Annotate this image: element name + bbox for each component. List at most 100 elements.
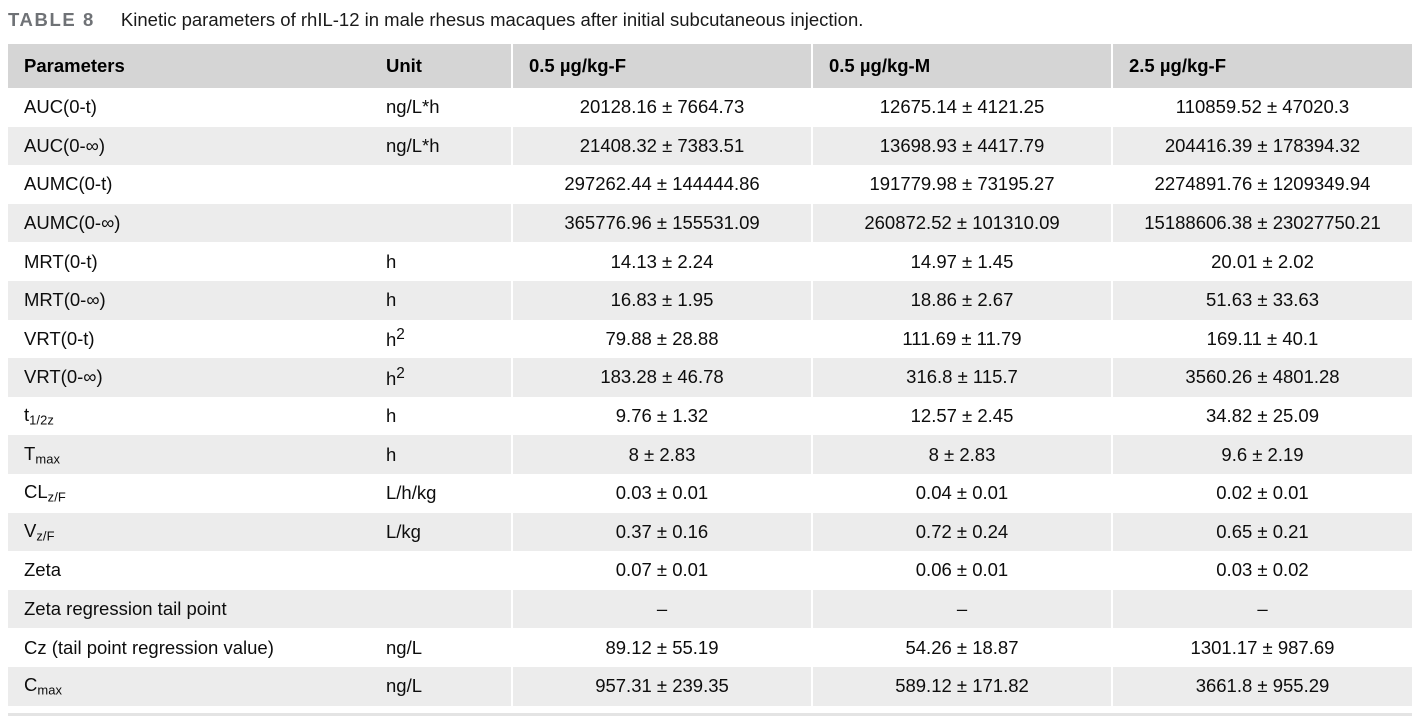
row-value-dose-05-m: 111.69 ± 11.79 — [812, 319, 1113, 359]
row-unit: h — [370, 396, 513, 436]
row-parameter-name: AUC(0-∞) — [8, 126, 370, 166]
table-row: AUMC(0-t) 297262.44 ± 144444.86 191779.98 … — [8, 165, 1412, 204]
row-parameter-name-text: Cz (tail point regression value) — [24, 636, 274, 658]
row-value-dose-05-m-text: 316.8 ± 115.7 — [906, 366, 1018, 388]
row-value-dose-05-m-text: 589.12 ± 171.82 — [895, 675, 1029, 697]
row-value-dose-05-f: 0.03 ± 0.01 — [512, 473, 813, 513]
row-value-dose-25-f: 34.82 ± 25.09 — [1112, 396, 1412, 436]
row-value-dose-25-f: 1301.17 ± 987.69 — [1112, 628, 1412, 667]
row-value-dose-05-f-text: 9.76 ± 1.32 — [615, 405, 709, 427]
row-value-dose-05-m-text: 13698.93 ± 4417.79 — [879, 134, 1045, 156]
table-caption-text: Kinetic parameters of rhIL-12 in male rh… — [120, 9, 864, 30]
column-header-dose-25-f[interactable]: 2.5 µg/kg-F — [1112, 44, 1412, 88]
row-value-dose-05-f: 957.31 ± 239.35 — [512, 666, 813, 706]
row-parameter-name-text: VRT(0-∞) — [24, 366, 103, 388]
row-parameter-name: VRT(0-t) — [8, 319, 370, 359]
row-unit-text: h — [386, 289, 397, 311]
row-value-dose-05-f-text: 79.88 ± 28.88 — [605, 327, 719, 349]
row-value-dose-25-f-text: 20.01 ± 2.02 — [1211, 250, 1314, 272]
table-row: AUC(0-∞) ng/L*h 21408.32 ± 7383.51 13698.93… — [8, 126, 1412, 166]
table-body: AUC(0-t) ng/L*h 20128.16 ± 7664.73 12675.14… — [8, 88, 1412, 706]
column-header-parameters-label: Parameters — [24, 55, 125, 76]
row-value-dose-05-f: – — [512, 589, 813, 629]
row-parameter-name: AUMC(0-t) — [8, 165, 370, 204]
row-value-dose-25-f: 204416.39 ± 178394.32 — [1112, 126, 1412, 166]
row-value-dose-05-f-text: 16.83 ± 1.95 — [610, 289, 714, 311]
row-parameter-name: MRT(0-∞) — [8, 280, 370, 320]
row-value-dose-25-f: – — [1112, 589, 1412, 629]
row-value-dose-05-m: 18.86 ± 2.67 — [812, 280, 1113, 320]
row-parameter-name: Cz (tail point regression value) — [8, 628, 370, 667]
row-unit: L/kg — [370, 512, 513, 552]
row-parameter-name-text: AUMC(0-∞) — [24, 212, 121, 234]
row-value-dose-05-m-text: 18.86 ± 2.67 — [910, 289, 1014, 311]
row-parameter-name: Zeta — [8, 551, 370, 590]
row-unit: h — [370, 242, 513, 281]
row-value-dose-25-f: 3560.26 ± 4801.28 — [1112, 358, 1412, 397]
row-parameter-name-text: Vz/F — [24, 520, 55, 544]
row-parameter-name-text: Tmax — [24, 442, 61, 467]
column-header-parameters[interactable]: Parameters — [8, 44, 370, 88]
row-value-dose-25-f: 51.63 ± 33.63 — [1112, 280, 1412, 320]
row-unit: h — [370, 435, 513, 474]
row-parameter-name-text: AUMC(0-t) — [24, 173, 113, 195]
row-value-dose-05-f: 21408.32 ± 7383.51 — [512, 126, 813, 166]
row-value-dose-05-f-text: 8 ± 2.83 — [628, 443, 696, 465]
row-unit-text: h2 — [386, 326, 405, 351]
row-value-dose-05-f-text: 21408.32 ± 7383.51 — [579, 134, 745, 156]
row-unit: ng/L — [370, 628, 513, 667]
row-parameter-name-text: Zeta — [24, 559, 62, 581]
row-parameter-name: AUC(0-t) — [8, 88, 370, 127]
table-header: Parameters Unit 0.5 µg/kg-F 0.5 µg/kg-M … — [8, 44, 1412, 88]
row-value-dose-05-f: 16.83 ± 1.95 — [512, 280, 813, 320]
row-parameter-name-text: AUC(0-t) — [24, 96, 97, 118]
row-value-dose-25-f-text: 34.82 ± 25.09 — [1205, 405, 1320, 427]
row-unit-text: ng/L — [386, 636, 423, 658]
row-parameter-name-text: MRT(0-∞) — [24, 289, 106, 311]
row-value-dose-05-m: 14.97 ± 1.45 — [812, 242, 1113, 281]
row-unit: L/h/kg — [370, 473, 513, 513]
row-value-dose-25-f: 0.03 ± 0.02 — [1112, 551, 1412, 590]
table-row: AUMC(0-∞) 365776.96 ± 155531.09 260872.52 … — [8, 203, 1412, 243]
row-value-dose-05-m: 12.57 ± 2.45 — [812, 396, 1113, 436]
row-value-dose-05-f-text: 183.28 ± 46.78 — [600, 366, 724, 388]
row-value-dose-05-f: 0.37 ± 0.16 — [512, 512, 813, 552]
table-caption-label: TABLE 8 — [8, 9, 95, 30]
row-value-dose-05-m-text: 12675.14 ± 4121.25 — [879, 96, 1045, 118]
row-unit: ng/L — [370, 666, 513, 706]
column-header-unit[interactable]: Unit — [370, 44, 513, 88]
row-unit: h2 — [370, 358, 513, 397]
row-value-dose-25-f: 110859.52 ± 47020.3 — [1112, 88, 1412, 127]
row-parameter-name: CLz/F — [8, 473, 370, 513]
table-row: CLz/F L/h/kg 0.03 ± 0.01 0.04 ± 0.01 0.02 ± … — [8, 473, 1412, 513]
row-parameter-name-text: VRT(0-t) — [24, 327, 95, 349]
table-row: Vz/F L/kg 0.37 ± 0.16 0.72 ± 0.24 0.65 ± 0.2… — [8, 512, 1412, 552]
row-value-dose-05-f: 79.88 ± 28.88 — [512, 319, 813, 359]
row-value-dose-05-m: 12675.14 ± 4121.25 — [812, 88, 1113, 127]
row-unit-text: L/kg — [386, 520, 421, 542]
row-value-dose-25-f-text: 3661.8 ± 955.29 — [1195, 675, 1330, 697]
row-value-dose-25-f-text: 0.65 ± 0.21 — [1216, 520, 1309, 542]
row-value-dose-05-m-text: 0.04 ± 0.01 — [915, 482, 1009, 504]
row-value-dose-05-f: 365776.96 ± 155531.09 — [512, 203, 813, 243]
row-unit-text: ng/L — [386, 675, 423, 697]
row-value-dose-05-f-text: 365776.96 ± 155531.09 — [564, 212, 760, 234]
column-header-dose-05-m-label: 0.5 µg/kg-M — [829, 55, 931, 76]
row-value-dose-05-m: 54.26 ± 18.87 — [812, 628, 1113, 667]
row-value-dose-05-m-text: – — [956, 598, 968, 620]
row-value-dose-25-f-text: 0.03 ± 0.02 — [1216, 559, 1309, 581]
row-parameter-name: Vz/F — [8, 512, 370, 552]
row-value-dose-25-f: 15188606.38 ± 23027750.21 — [1112, 203, 1412, 243]
table-row: t1/2z h 9.76 ± 1.32 12.57 ± 2.45 34.82 ± 25.… — [8, 396, 1412, 436]
column-header-dose-05-f[interactable]: 0.5 µg/kg-F — [512, 44, 813, 88]
row-unit — [370, 165, 513, 204]
table-row: Cz (tail point regression value) ng/L 89.1… — [8, 628, 1412, 667]
row-value-dose-05-f: 0.07 ± 0.01 — [512, 551, 813, 590]
column-header-dose-25-f-label: 2.5 µg/kg-F — [1129, 55, 1227, 76]
column-header-dose-05-m[interactable]: 0.5 µg/kg-M — [812, 44, 1113, 88]
row-value-dose-25-f-text: 15188606.38 ± 23027750.21 — [1144, 212, 1381, 234]
row-value-dose-25-f-text: 0.02 ± 0.01 — [1216, 482, 1309, 504]
row-value-dose-25-f-text: 110859.52 ± 47020.3 — [1175, 96, 1350, 118]
table-row: Tmax h 8 ± 2.83 8 ± 2.83 9.6 ± 2.19 — [8, 435, 1412, 474]
